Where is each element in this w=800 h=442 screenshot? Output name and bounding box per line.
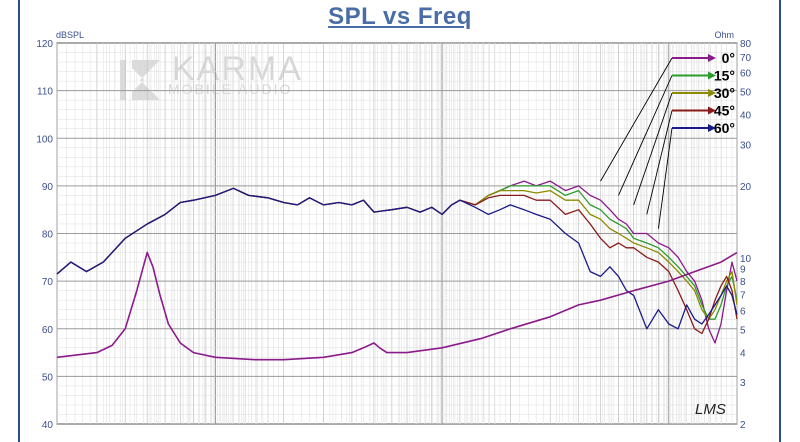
legend-leader-line: [646, 110, 673, 215]
y-right-tick-label: 8: [740, 277, 746, 288]
y-right-tick-label: 4: [740, 348, 746, 359]
y-right-tick-label: 30: [740, 140, 752, 151]
y-right-tick-label: 40: [740, 111, 752, 122]
y-right-tick-label: 80: [740, 39, 752, 50]
legend-leader-line: [618, 75, 673, 196]
y-right-tick-label: 5: [740, 325, 746, 336]
legend-arrow-icon: [708, 106, 716, 115]
y-right-axis-label: Ohm: [714, 30, 734, 40]
legend-leader-line: [657, 127, 673, 229]
y-left-tick-label: 80: [42, 230, 54, 241]
y-right-tick-label: 9: [740, 265, 746, 276]
y-right-tick-label: 50: [740, 88, 752, 99]
window-border-left: [18, 0, 20, 442]
y-right-tick-label: 6: [740, 307, 746, 318]
y-left-tick-label: 60: [42, 325, 54, 336]
legend-label: 30°: [714, 85, 735, 101]
y-left-tick-label: 70: [42, 277, 54, 288]
legend-arrow-icon: [708, 89, 716, 97]
series-line-5: [56, 251, 738, 361]
window-border-right: [779, 0, 781, 442]
legend-arrow-icon: [708, 71, 716, 80]
legend-label: 60°: [714, 120, 735, 136]
watermark-line2: MOBILE AUDIO: [168, 81, 292, 97]
legend-label: 0°: [722, 50, 735, 66]
y-right-tick-label: 10: [740, 254, 752, 265]
legend-label: 45°: [714, 103, 735, 119]
y-right-tick-label: 3: [740, 378, 746, 389]
legend-arrow-icon: [708, 54, 716, 62]
y-left-tick-label: 90: [42, 182, 54, 193]
watermark-logo-icon: [120, 60, 160, 100]
y-right-tick-label: 70: [740, 53, 752, 64]
y-right-tick-label: 60: [740, 69, 752, 80]
y-left-tick-label: 120: [36, 39, 53, 50]
legend-leader-line: [600, 57, 673, 182]
y-left-tick-label: 100: [36, 134, 53, 145]
y-left-tick-label: 50: [42, 372, 54, 383]
chart-title: SPL vs Freq: [328, 3, 472, 30]
y-left-tick-label: 110: [37, 87, 53, 98]
legend-arrow-icon: [708, 124, 716, 132]
y-right-tick-label: 2: [740, 420, 746, 431]
legend-leader-line: [633, 92, 673, 206]
y-left-tick-label: 40: [42, 420, 54, 431]
y-right-tick-label: 7: [740, 291, 746, 302]
series-line-4: [56, 187, 738, 330]
signature: LMS: [695, 401, 726, 418]
legend-label: 15°: [714, 68, 735, 84]
y-right-tick-label: 20: [740, 182, 752, 193]
y-left-axis-label: dBSPL: [56, 30, 84, 40]
